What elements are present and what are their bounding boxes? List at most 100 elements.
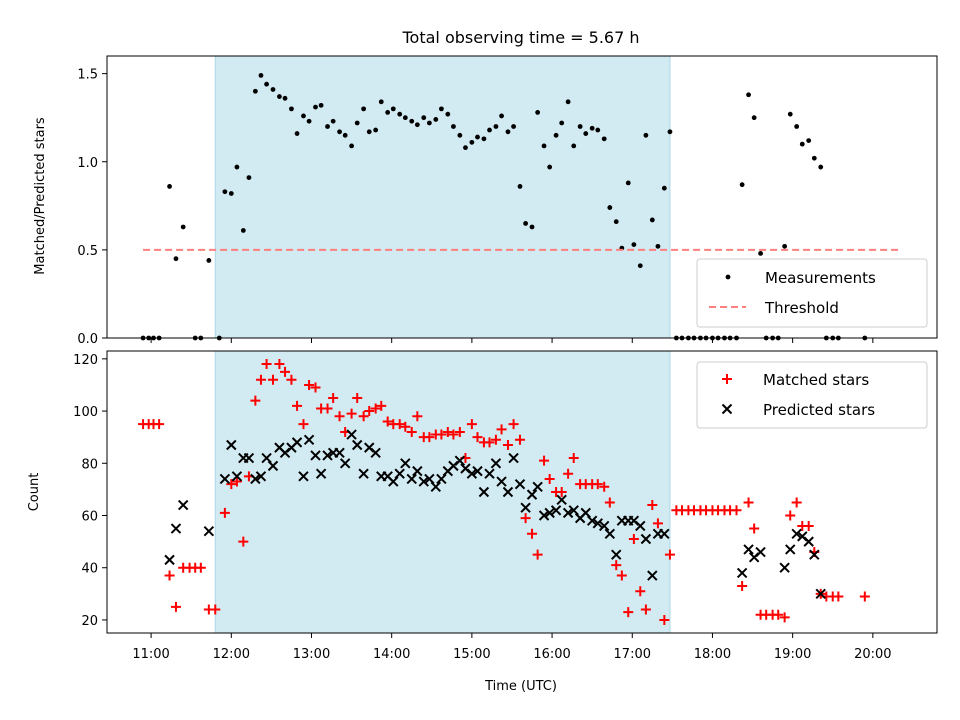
matched-star-point (268, 374, 278, 385)
predicted-star-point (339, 458, 351, 469)
matched-star-point (833, 591, 844, 602)
measurement-point (517, 184, 523, 189)
matched-star-point (400, 421, 411, 432)
measurement-point (313, 104, 318, 110)
measurement-point (553, 132, 559, 138)
measurement-point (631, 242, 637, 247)
matched-star-point (785, 510, 796, 521)
measurement-point (655, 243, 661, 249)
matched-star-point (304, 379, 315, 390)
measurement-point (799, 141, 805, 147)
measurement-point (206, 258, 212, 263)
ratio-plot-area: 0.0 0.5 1.0 1.5 (77, 55, 938, 347)
count-x-tick-label: 11:00 (132, 647, 169, 662)
measurement-point (523, 221, 529, 226)
ratio-observing-span (214, 55, 671, 339)
measurement-point (595, 127, 601, 133)
measurement-point (559, 120, 565, 126)
predicted-star-point (310, 450, 321, 461)
measurement-point (426, 120, 432, 126)
matched-star-point (604, 497, 615, 508)
ratio-y-tick-label: 0.5 (77, 244, 98, 259)
matched-star-point (261, 359, 272, 370)
predicted-star-point (592, 518, 603, 529)
measurement-point (667, 129, 673, 135)
predicted-star-point (580, 507, 591, 519)
matched-star-point (394, 419, 405, 430)
count-legend: Matched stars Predicted stars (696, 361, 928, 429)
matched-star-point (164, 570, 175, 581)
measurement-point (457, 132, 463, 138)
matched-star-point (412, 411, 423, 422)
predicted-star-point (508, 452, 519, 464)
ratio-y-tick-label: 1.0 (77, 156, 98, 171)
predicted-star-point (177, 499, 189, 511)
matched-star-point (219, 507, 230, 518)
predicted-star-point (243, 452, 255, 464)
measurement-point (535, 110, 541, 115)
matched-star-point (454, 426, 465, 437)
predicted-star-point (514, 478, 526, 490)
predicted-star-point (400, 458, 411, 469)
predicted-star-point (298, 471, 309, 482)
chart-title: Total observing time = 5.67 h (401, 28, 639, 47)
predicted-star-point (568, 505, 579, 516)
count-y-tick-label: 80 (81, 457, 98, 472)
predicted-star-point (743, 544, 754, 555)
measurement-point (439, 106, 444, 112)
predicted-star-point (203, 525, 215, 537)
matched-star-point (448, 429, 459, 440)
predicted-star-point (418, 476, 429, 487)
predicted-star-point (250, 473, 261, 485)
measurements-legend-label: Measurements (765, 269, 876, 287)
measurement-point (451, 124, 456, 129)
count-x-tick-label: 15:00 (453, 647, 490, 662)
measurement-point (547, 164, 553, 170)
matched-star-point (442, 426, 453, 437)
predicted-star-point (520, 502, 531, 513)
x-icon (721, 403, 733, 415)
predicted-star-point (647, 570, 658, 581)
predicted-star-point (635, 520, 646, 532)
matched-star-point (472, 432, 483, 443)
measurement-point (505, 129, 511, 135)
measurement-point (481, 136, 487, 142)
matched-star-point (298, 419, 309, 430)
matched-star-point (563, 468, 574, 479)
ratio-y-axis-label: Matched/Predicted stars (33, 117, 48, 275)
measurement-point (787, 111, 793, 117)
measurement-point (252, 88, 258, 94)
measurement-point (222, 189, 228, 195)
measurement-point (342, 132, 348, 138)
measurement-point (445, 111, 451, 117)
predicted-star-point (779, 562, 790, 573)
measurement-point (414, 122, 420, 128)
matched-star-point (803, 520, 814, 531)
threshold-legend-label: Threshold (764, 299, 839, 317)
matched-star-point (250, 395, 261, 406)
measurement-point (421, 115, 427, 121)
matched-star-point (616, 570, 627, 581)
predicted-star-point (267, 460, 279, 472)
measurement-point (577, 124, 583, 129)
matched-star-point (773, 609, 784, 620)
predicted-star-point (640, 533, 652, 545)
predicted-star-point (785, 544, 796, 555)
matched-star-point (364, 406, 375, 417)
count-legend-box (696, 361, 928, 429)
matched-star-point (779, 612, 790, 623)
count-y-tick-label: 20 (81, 614, 98, 629)
matched-star-point (322, 403, 333, 414)
measurement-point (294, 131, 300, 136)
predicted-star-point (454, 455, 466, 466)
matched-star-point (628, 534, 639, 544)
count-x-tick-label: 17:00 (614, 647, 651, 662)
measurement-point (330, 118, 336, 124)
measurement-point (571, 143, 577, 149)
measurement-point (637, 263, 643, 269)
matched-star-point (592, 479, 603, 490)
ratio-panel: 0.0 0.5 1.0 1.5 Matched/Predicted stars Mea… (33, 55, 938, 347)
count-x-tick-label: 16:00 (533, 647, 570, 662)
measurement-point (806, 138, 812, 144)
measurement-point (649, 217, 655, 223)
